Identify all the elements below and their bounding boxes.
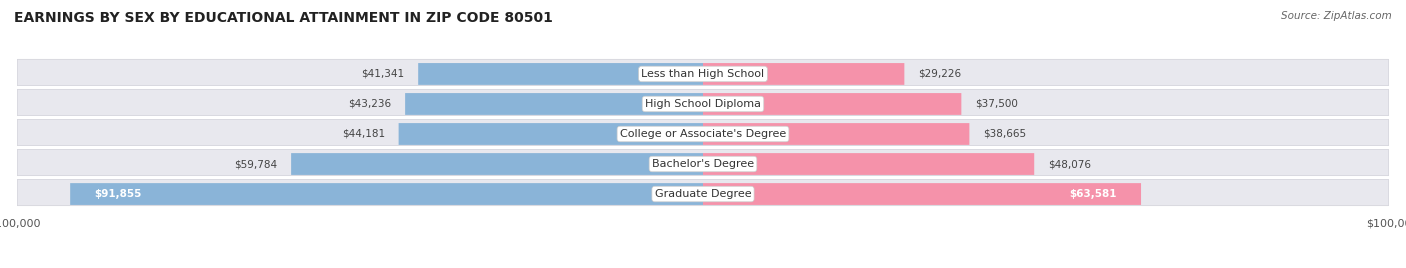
Text: $44,181: $44,181 — [342, 129, 385, 139]
FancyBboxPatch shape — [70, 183, 703, 205]
Text: $29,226: $29,226 — [918, 69, 962, 79]
Text: $37,500: $37,500 — [976, 99, 1018, 109]
FancyBboxPatch shape — [17, 89, 1389, 116]
FancyBboxPatch shape — [17, 179, 1389, 206]
Text: $41,341: $41,341 — [361, 69, 405, 79]
Text: $43,236: $43,236 — [349, 99, 391, 109]
Text: Bachelor's Degree: Bachelor's Degree — [652, 159, 754, 169]
Text: $48,076: $48,076 — [1047, 159, 1091, 169]
Text: Less than High School: Less than High School — [641, 69, 765, 79]
FancyBboxPatch shape — [17, 149, 1389, 176]
Legend: Male, Female: Male, Female — [644, 263, 762, 268]
Text: $38,665: $38,665 — [983, 129, 1026, 139]
FancyBboxPatch shape — [399, 123, 703, 145]
FancyBboxPatch shape — [418, 63, 703, 85]
FancyBboxPatch shape — [291, 153, 703, 175]
Text: College or Associate's Degree: College or Associate's Degree — [620, 129, 786, 139]
Text: Graduate Degree: Graduate Degree — [655, 189, 751, 199]
FancyBboxPatch shape — [17, 119, 1389, 146]
Text: EARNINGS BY SEX BY EDUCATIONAL ATTAINMENT IN ZIP CODE 80501: EARNINGS BY SEX BY EDUCATIONAL ATTAINMEN… — [14, 11, 553, 25]
FancyBboxPatch shape — [405, 93, 703, 115]
FancyBboxPatch shape — [703, 153, 1035, 175]
Text: Source: ZipAtlas.com: Source: ZipAtlas.com — [1281, 11, 1392, 21]
FancyBboxPatch shape — [703, 93, 962, 115]
Text: High School Diploma: High School Diploma — [645, 99, 761, 109]
FancyBboxPatch shape — [703, 63, 904, 85]
Text: $59,784: $59,784 — [235, 159, 277, 169]
FancyBboxPatch shape — [17, 59, 1389, 85]
Text: $91,855: $91,855 — [94, 189, 142, 199]
FancyBboxPatch shape — [703, 123, 969, 145]
Text: $63,581: $63,581 — [1070, 189, 1116, 199]
FancyBboxPatch shape — [703, 183, 1142, 205]
